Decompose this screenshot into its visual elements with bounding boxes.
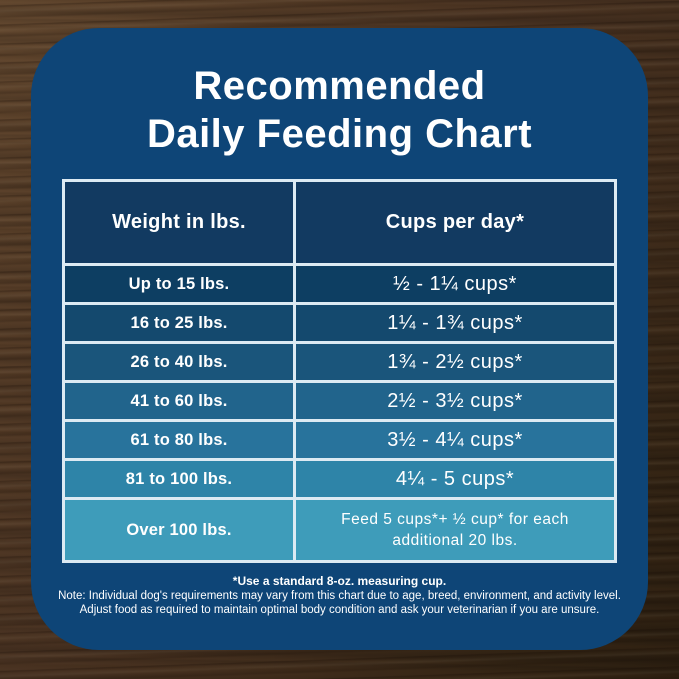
- table-row: 81 to 100 lbs. 4¼ - 5 cups*: [65, 458, 614, 497]
- footnote-adjust: Adjust food as required to maintain opti…: [79, 604, 600, 616]
- weight-cell: Over 100 lbs.: [65, 500, 296, 560]
- weight-cell: 81 to 100 lbs.: [65, 461, 296, 497]
- table-row: Over 100 lbs. Feed 5 cups*+ ½ cup* for e…: [65, 497, 614, 560]
- cups-cell: 1¾ - 2½ cups*: [387, 350, 523, 373]
- footnote-measuring-cup: *Use a standard 8-oz. measuring cup.: [232, 574, 447, 588]
- weight-cell: 61 to 80 lbs.: [65, 422, 296, 458]
- weight-cell: 26 to 40 lbs.: [65, 344, 296, 380]
- table-header-row: Weight in lbs. Cups per day*: [65, 182, 614, 263]
- weight-cell: 41 to 60 lbs.: [65, 383, 296, 419]
- cups-cell: 4¼ - 5 cups*: [395, 467, 515, 490]
- cups-cell: Feed 5 cups*+ ½ cup* for each additional…: [341, 511, 569, 549]
- feeding-chart-card: Recommended Daily Feeding Chart Weight i…: [31, 28, 648, 650]
- cups-cell: ½ - 1¼ cups*: [393, 272, 517, 295]
- title-line-1: Recommended: [193, 64, 486, 108]
- header-cell-weight: Weight in lbs.: [65, 182, 296, 263]
- table-row: Up to 15 lbs. ½ - 1¼ cups*: [65, 263, 614, 302]
- footnotes: *Use a standard 8-oz. measuring cup. Not…: [31, 574, 648, 617]
- table-row: 26 to 40 lbs. 1¾ - 2½ cups*: [65, 341, 614, 380]
- footnote-note: Note: Individual dog's requirements may …: [58, 590, 621, 602]
- title-line-2: Daily Feeding Chart: [146, 112, 533, 156]
- cups-cell: 2½ - 3½ cups*: [387, 389, 523, 412]
- weight-cell: 16 to 25 lbs.: [65, 305, 296, 341]
- feeding-table: Weight in lbs. Cups per day* Up to 15 lb…: [62, 179, 617, 563]
- table-row: 61 to 80 lbs. 3½ - 4¼ cups*: [65, 419, 614, 458]
- weight-cell: Up to 15 lbs.: [65, 266, 296, 302]
- header-cell-cups: Cups per day*: [296, 182, 614, 263]
- table-row: 41 to 60 lbs. 2½ - 3½ cups*: [65, 380, 614, 419]
- cups-cell: 3½ - 4¼ cups*: [387, 428, 523, 451]
- cups-cell: 1¼ - 1¾ cups*: [387, 311, 523, 334]
- chart-title: Recommended Daily Feeding Chart: [31, 28, 648, 158]
- table-row: 16 to 25 lbs. 1¼ - 1¾ cups*: [65, 302, 614, 341]
